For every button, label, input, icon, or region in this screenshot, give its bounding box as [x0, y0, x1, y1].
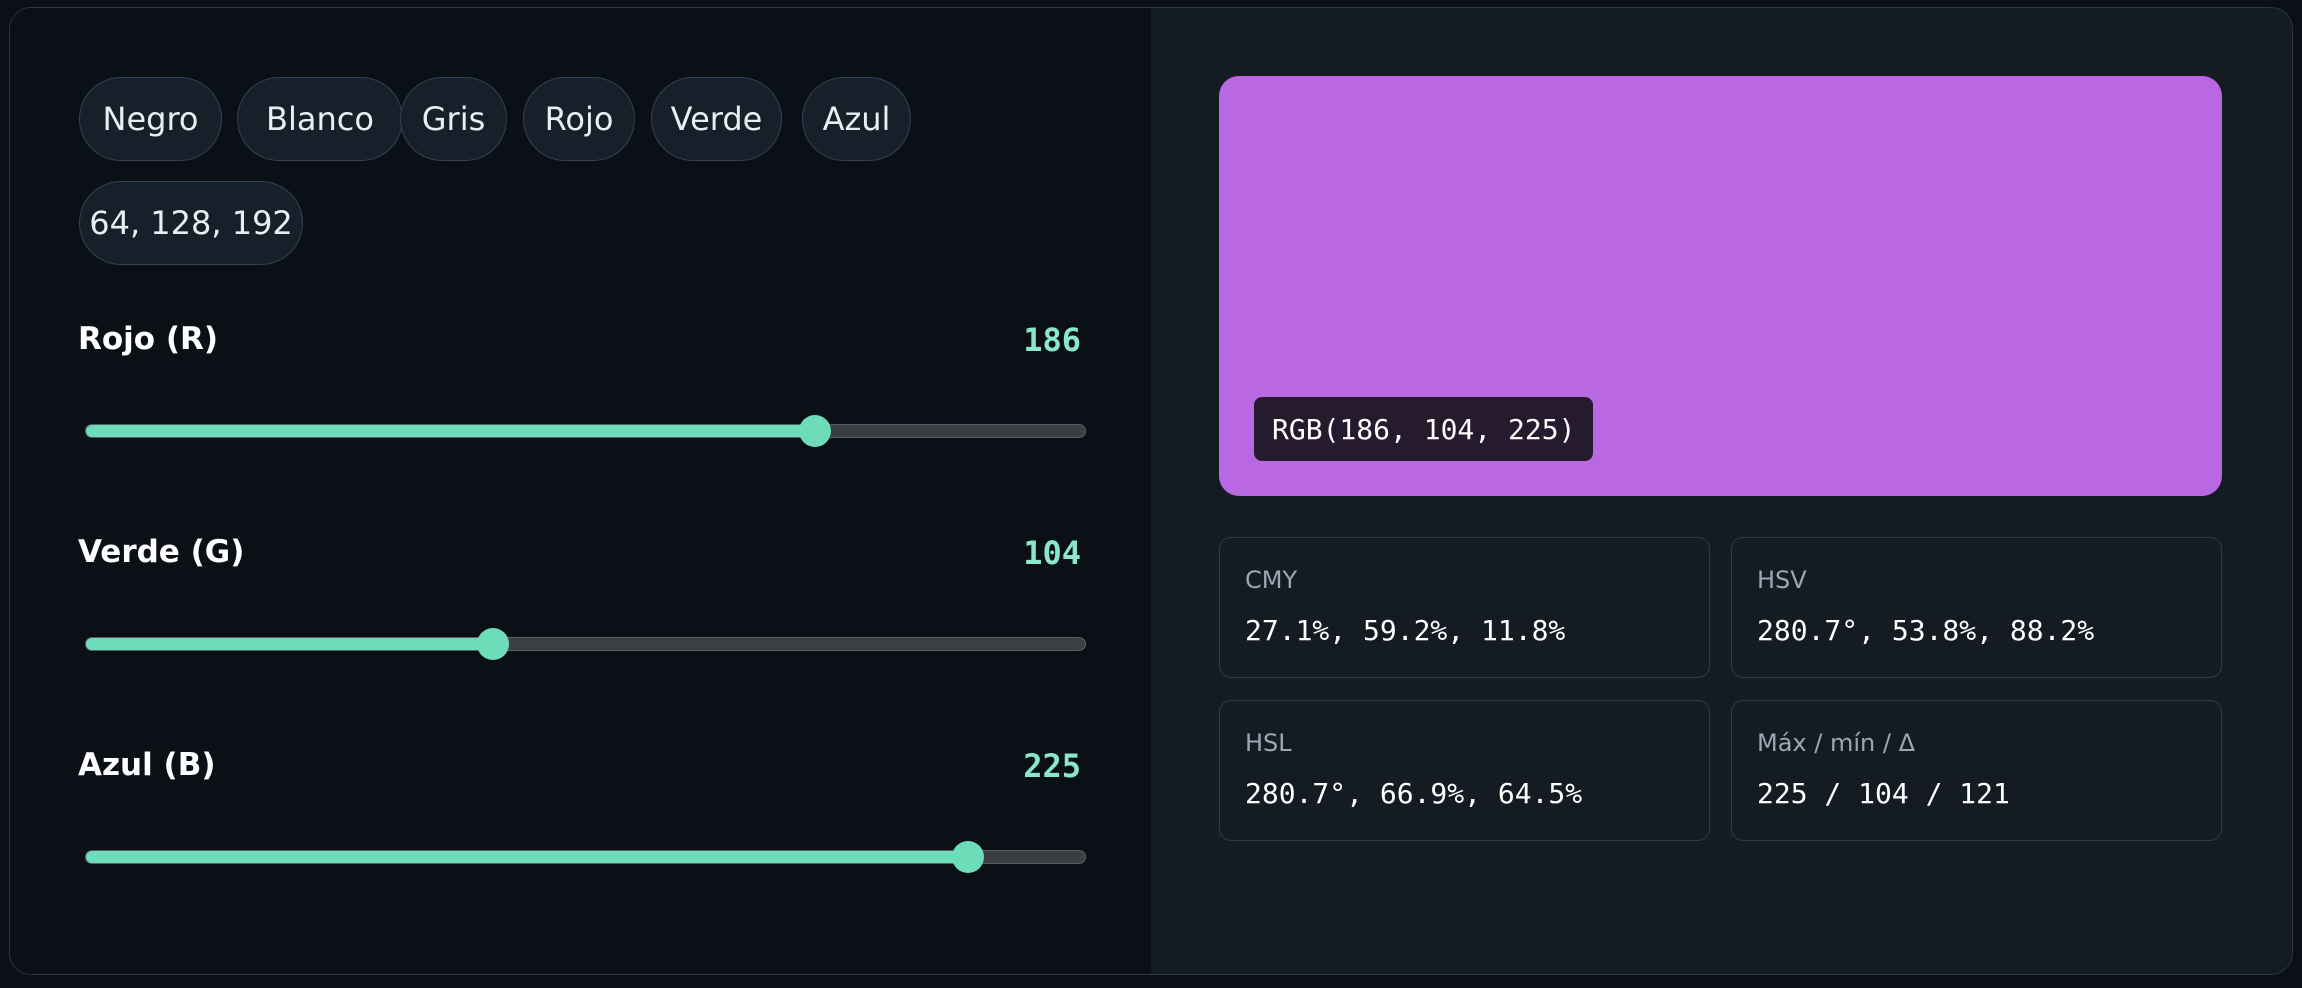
controls-pane: Negro Blanco Gris Rojo Verde Azul 64, 12…: [10, 8, 1151, 974]
red-slider-fill: [86, 425, 815, 437]
stats-title: Máx / mín / Δ: [1757, 729, 1915, 757]
preset-rojo-button[interactable]: Rojo: [523, 77, 635, 161]
preset-verde-button[interactable]: Verde: [651, 77, 782, 161]
cmy-card: CMY 27.1%, 59.2%, 11.8%: [1219, 537, 1710, 678]
red-value: 186: [1023, 321, 1081, 359]
red-slider[interactable]: [85, 415, 1086, 447]
preset-negro-button[interactable]: Negro: [79, 77, 222, 161]
hsl-value: 280.7°, 66.9%, 64.5%: [1245, 777, 1583, 810]
output-pane: RGB(186, 104, 225) CMY 27.1%, 59.2%, 11.…: [1151, 8, 2292, 974]
cmy-value: 27.1%, 59.2%, 11.8%: [1245, 614, 1566, 647]
blue-slider-thumb[interactable]: [951, 841, 984, 873]
blue-slider[interactable]: [85, 841, 1086, 873]
green-slider-thumb[interactable]: [477, 628, 510, 660]
color-preview-swatch: RGB(186, 104, 225): [1219, 76, 2222, 496]
red-slider-label: Rojo (R): [78, 321, 219, 357]
blue-slider-fill: [86, 851, 968, 863]
preset-custom-button[interactable]: 64, 128, 192: [79, 181, 303, 265]
preset-azul-button[interactable]: Azul: [802, 77, 911, 161]
rgb-readout: RGB(186, 104, 225): [1254, 397, 1594, 461]
hsv-value: 280.7°, 53.8%, 88.2%: [1757, 614, 2095, 647]
cmy-title: CMY: [1245, 566, 1298, 594]
green-slider-fill: [86, 638, 494, 650]
red-slider-thumb[interactable]: [798, 415, 831, 447]
preset-gris-button[interactable]: Gris: [400, 77, 507, 161]
color-mixer-panel: Negro Blanco Gris Rojo Verde Azul 64, 12…: [9, 7, 2293, 975]
green-slider[interactable]: [85, 628, 1086, 660]
green-slider-label: Verde (G): [78, 534, 245, 570]
hsl-card: HSL 280.7°, 66.9%, 64.5%: [1219, 700, 1710, 841]
stats-value: 225 / 104 / 121: [1757, 777, 2010, 810]
hsl-title: HSL: [1245, 729, 1292, 757]
preset-blanco-button[interactable]: Blanco: [237, 77, 403, 161]
stats-card: Máx / mín / Δ 225 / 104 / 121: [1731, 700, 2222, 841]
blue-value: 225: [1023, 747, 1081, 785]
hsv-title: HSV: [1757, 566, 1807, 594]
hsv-card: HSV 280.7°, 53.8%, 88.2%: [1731, 537, 2222, 678]
green-value: 104: [1023, 534, 1081, 572]
blue-slider-label: Azul (B): [78, 747, 216, 783]
